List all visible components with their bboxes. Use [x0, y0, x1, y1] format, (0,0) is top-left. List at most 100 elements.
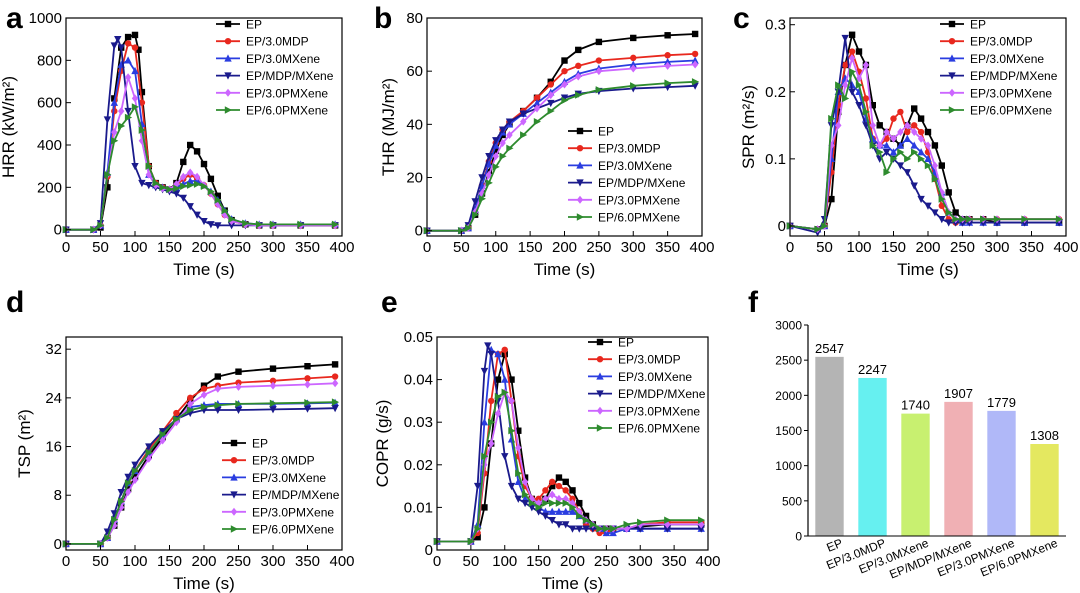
series-line	[66, 38, 336, 231]
legend-marker	[596, 372, 604, 380]
data-point	[848, 48, 856, 55]
data-point	[945, 189, 952, 196]
data-point	[876, 148, 884, 156]
data-point	[562, 478, 569, 486]
data-point	[104, 170, 112, 179]
legend-marker	[596, 406, 604, 415]
legend-item: EP	[940, 18, 986, 32]
data-point	[200, 160, 208, 168]
legend-item: EP/3.0MXene	[588, 370, 692, 384]
data-point	[494, 376, 502, 383]
legend-label: EP/3.0MDP	[246, 35, 309, 49]
legend-marker	[576, 179, 584, 187]
category-label: EP	[825, 536, 845, 555]
x-tick-label: 300	[621, 239, 646, 256]
y-tick-label: 1000	[29, 10, 62, 27]
legend-marker	[230, 507, 238, 516]
data-point	[492, 141, 500, 149]
data-point	[664, 32, 671, 39]
x-tick-label: 150	[518, 239, 543, 256]
y-tick-label: 1500	[775, 424, 802, 438]
data-point	[117, 44, 125, 52]
data-point	[331, 361, 339, 368]
legend-label: EP/MDP/MXene	[598, 176, 686, 190]
legend-marker	[224, 88, 232, 97]
data-point	[110, 510, 118, 518]
data-point	[471, 211, 480, 219]
legend-marker	[596, 338, 604, 346]
data-point	[467, 537, 475, 546]
data-point	[533, 117, 541, 126]
legend-marker	[576, 161, 584, 169]
data-point	[855, 81, 863, 89]
data-point	[492, 147, 499, 155]
legend-label: EP/3.0MDP	[618, 353, 681, 367]
x-tick-label: 50	[453, 239, 470, 256]
data-point	[508, 376, 515, 383]
x-axis-title: Time (s)	[534, 260, 596, 279]
legend-item: EP/MDP/MXene	[568, 176, 686, 190]
data-point	[555, 499, 563, 507]
bar-value-label: 2547	[815, 341, 844, 356]
panel-b-thr-chart: b 0 50 100 150 200 250 300 350 400 0 20 40 60 80 Time (…	[374, 2, 715, 279]
data-point	[896, 141, 905, 149]
data-point	[535, 495, 542, 503]
data-point	[917, 128, 925, 136]
data-point	[548, 490, 556, 499]
panel-e-copr-chart: e 0 50 100 150 200 250 300 350 400 0 0.01 0.02 0.03 0.…	[373, 286, 721, 593]
data-point	[480, 367, 489, 376]
data-point	[110, 42, 118, 50]
data-point	[485, 153, 493, 161]
data-point	[569, 487, 576, 494]
legend-marker	[596, 356, 604, 363]
data-point	[1021, 215, 1029, 223]
data-point	[138, 99, 146, 106]
data-point	[938, 188, 945, 197]
data-point	[630, 34, 637, 42]
data-point	[103, 116, 112, 124]
series-ep-6-0pmxene	[62, 398, 340, 548]
legend-label: EP/6.0PMXene	[252, 523, 334, 537]
x-tick-label: 350	[1019, 239, 1044, 256]
data-point	[180, 158, 187, 166]
panel-letter: a	[6, 2, 23, 35]
data-point	[664, 79, 672, 87]
data-point	[304, 380, 311, 389]
bar	[944, 401, 973, 536]
x-tick-label: 100	[846, 239, 871, 256]
data-point	[478, 174, 486, 182]
legend-label: EP/3.0MXene	[618, 370, 692, 384]
data-point	[883, 128, 890, 137]
data-point	[561, 96, 569, 105]
y-tick-label: 0.03	[404, 414, 433, 431]
data-point	[520, 131, 528, 139]
x-tick-label: 250	[594, 553, 619, 570]
data-point	[664, 52, 671, 59]
legend-item: EP/MDP/MXene	[222, 488, 340, 502]
data-point	[478, 195, 486, 203]
x-tick-label: 50	[816, 239, 833, 256]
data-point	[931, 161, 939, 170]
data-point	[200, 385, 208, 392]
x-tick-label: 350	[662, 553, 687, 570]
data-point	[234, 406, 243, 415]
legend-label: EP	[252, 437, 268, 451]
data-point	[697, 525, 705, 533]
y-tick-label: 40	[406, 116, 423, 133]
y-tick-label: 0	[795, 530, 802, 544]
data-point	[131, 476, 139, 485]
bar	[987, 410, 1016, 536]
legend-item: EP	[222, 437, 268, 451]
y-tick-label: 0.02	[404, 457, 433, 474]
legend-marker	[948, 106, 956, 114]
data-point	[214, 406, 222, 415]
y-tick-label: 8	[54, 487, 62, 504]
data-point	[952, 209, 959, 216]
data-point	[124, 56, 132, 64]
data-point	[207, 221, 215, 229]
data-point	[124, 73, 132, 82]
data-point	[474, 534, 481, 541]
data-point	[118, 122, 126, 130]
legend-label: EP/3.0MDP	[598, 142, 661, 156]
data-point	[924, 154, 932, 163]
